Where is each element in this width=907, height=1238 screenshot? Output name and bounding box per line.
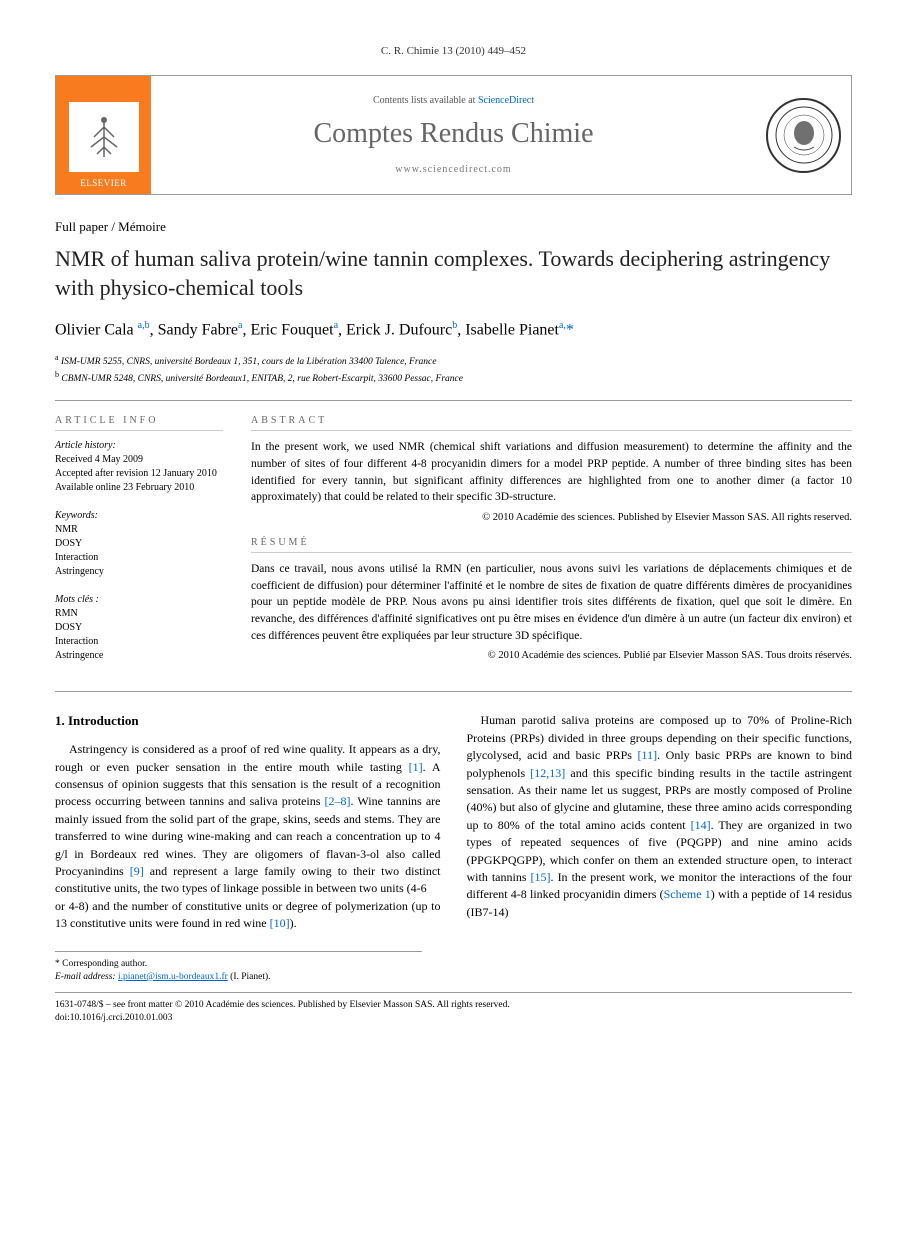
received-date: Received 4 May 2009 [55,453,223,467]
resume-label: RÉSUMÉ [251,537,852,553]
article-history: Article history: Received 4 May 2009 Acc… [55,439,223,495]
article-info-label: ARTICLE INFO [55,415,223,431]
journal-url: www.sciencedirect.com [161,164,746,175]
academy-seal-block [756,76,851,194]
keyword: DOSY [55,537,223,551]
abstract-copyright: © 2010 Académie des sciences. Published … [251,512,852,523]
publisher-logo-block: ELSEVIER [56,76,151,194]
keyword: Astringency [55,565,223,579]
corr-label: * Corresponding author. [55,958,422,971]
mots-cles-block: Mots clés : RMN DOSY Interaction Astring… [55,593,223,663]
intro-paragraph-1: Astringency is considered as a proof of … [55,741,441,898]
journal-name: Comptes Rendus Chimie [161,118,746,150]
online-date: Available online 23 February 2010 [55,481,223,495]
contents-available-line: Contents lists available at ScienceDirec… [161,95,746,106]
journal-reference: C. R. Chimie 13 (2010) 449–452 [55,45,852,57]
authors-list: Olivier Cala a,b, Sandy Fabrea, Eric Fou… [55,320,852,339]
contents-prefix: Contents lists available at [373,95,478,106]
mot-cle: Astringence [55,649,223,663]
journal-header: ELSEVIER Contents lists available at Sci… [55,75,852,195]
body-text: 1. Introduction Astringency is considere… [55,712,852,932]
corr-email-line: E-mail address: i.pianet@ism.u-bordeaux1… [55,971,422,984]
article-title: NMR of human saliva protein/wine tannin … [55,245,852,302]
affiliation-b: b CBMN-UMR 5248, CNRS, université Bordea… [55,369,852,386]
divider [55,691,852,692]
elsevier-label: ELSEVIER [80,178,127,188]
resume-copyright: © 2010 Académie des sciences. Publié par… [251,650,852,661]
page-footer: 1631-0748/$ – see front matter © 2010 Ac… [55,992,852,1026]
footer-copyright: 1631-0748/$ – see front matter © 2010 Ac… [55,999,852,1012]
keyword: Interaction [55,551,223,565]
email-label: E-mail address: [55,972,116,982]
paper-type: Full paper / Mémoire [55,219,852,235]
affiliations: a ISM-UMR 5255, CNRS, université Bordeau… [55,352,852,387]
abstract-column: ABSTRACT In the present work, we used NM… [251,415,852,677]
academy-seal-icon [766,98,841,173]
keyword: NMR [55,523,223,537]
affiliation-b-text: CBMN-UMR 5248, CNRS, université Bordeaux… [61,374,463,384]
corr-name: (I. Pianet). [230,972,270,982]
history-label: Article history: [55,439,223,453]
divider [55,400,852,401]
info-abstract-row: ARTICLE INFO Article history: Received 4… [55,415,852,677]
mot-cle: RMN [55,607,223,621]
corresponding-author: * Corresponding author. E-mail address: … [55,951,422,985]
sciencedirect-link[interactable]: ScienceDirect [478,95,534,106]
abstract-label: ABSTRACT [251,415,852,431]
corr-email-link[interactable]: i.pianet@ism.u-bordeaux1.fr [118,972,228,982]
page-container: C. R. Chimie 13 (2010) 449–452 ELSEVIER … [0,0,907,1056]
article-info-column: ARTICLE INFO Article history: Received 4… [55,415,223,677]
mot-cle: Interaction [55,635,223,649]
abstract-text: In the present work, we used NMR (chemic… [251,439,852,506]
resume-text: Dans ce travail, nous avons utilisé la R… [251,561,852,644]
accepted-date: Accepted after revision 12 January 2010 [55,467,223,481]
intro-paragraph-3: Human parotid saliva proteins are compos… [467,712,853,921]
keywords-label: Keywords: [55,509,223,523]
affiliation-a-text: ISM-UMR 5255, CNRS, université Bordeaux … [61,357,437,367]
introduction-heading: 1. Introduction [55,712,441,731]
affiliation-a: a ISM-UMR 5255, CNRS, université Bordeau… [55,352,852,369]
mot-cle: DOSY [55,621,223,635]
header-center: Contents lists available at ScienceDirec… [151,87,756,183]
keywords-block: Keywords: NMR DOSY Interaction Astringen… [55,509,223,579]
mots-label: Mots clés : [55,593,223,607]
intro-paragraph-2: or 4-8) and the number of constitutive u… [55,898,441,933]
footer-doi: doi:10.1016/j.crci.2010.01.003 [55,1012,852,1025]
elsevier-tree-icon [69,102,139,172]
